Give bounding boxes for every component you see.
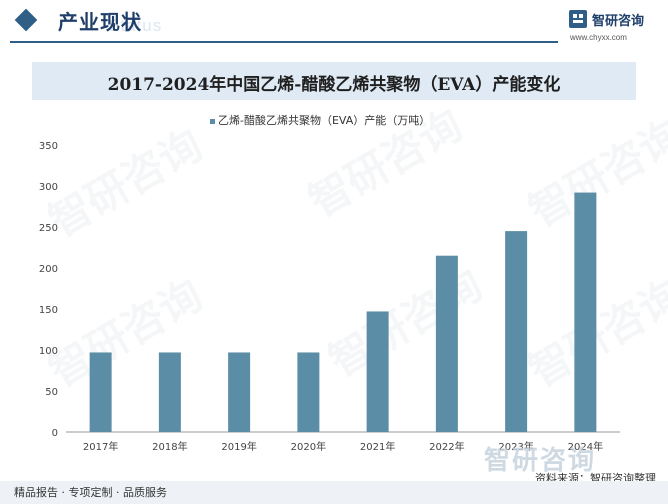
- x-tick-label: 2021年: [360, 440, 395, 453]
- x-tick-label: 2019年: [221, 440, 256, 453]
- x-tick-label: 2024年: [568, 440, 603, 453]
- y-tick-label: 100: [39, 346, 58, 357]
- y-tick-label: 250: [39, 223, 58, 234]
- footer-bar: [0, 481, 668, 504]
- legend-label: 乙烯-醋酸乙烯共聚物（EVA）产能（万吨）: [218, 114, 431, 127]
- logo-text: 智研咨询: [592, 14, 645, 29]
- y-tick-label: 300: [39, 182, 58, 193]
- x-tick-label: 2022年: [429, 440, 464, 453]
- x-tick-label: 2017年: [83, 440, 118, 453]
- page-header: Status 产业现状: [0, 0, 668, 44]
- y-tick-label: 350: [39, 141, 58, 152]
- logo-url[interactable]: www.chyxx.com: [570, 33, 627, 42]
- bar: [505, 231, 528, 432]
- x-tick-label: 2023年: [498, 440, 533, 453]
- footer-watermark: 智研咨询: [484, 446, 597, 476]
- bar: [366, 311, 389, 432]
- chart-legend: 乙烯-醋酸乙烯共聚物（EVA）产能（万吨）: [210, 112, 430, 128]
- bar: [435, 255, 458, 432]
- x-tick-label: 2020年: [291, 440, 326, 453]
- bar: [158, 352, 181, 432]
- logo-icon: [569, 10, 587, 28]
- bar: [574, 192, 597, 432]
- header-divider: [10, 41, 558, 43]
- bar: [228, 352, 251, 432]
- bar: [89, 352, 112, 432]
- bar: [297, 352, 320, 432]
- chart-title-band: 2017-2024年中国乙烯-醋酸乙烯共聚物（EVA）产能变化: [32, 62, 636, 100]
- x-tick-label: 2018年: [152, 440, 187, 453]
- chart-title: 2017-2024年中国乙烯-醋酸乙烯共聚物（EVA）产能变化: [107, 75, 561, 95]
- legend-swatch: [210, 118, 215, 124]
- footer-tagline: 精品报告 · 专项定制 · 品质服务: [14, 486, 167, 499]
- y-tick-label: 150: [39, 305, 58, 316]
- y-tick-label: 50: [45, 387, 58, 398]
- brand-logo[interactable]: 智研咨询: [568, 9, 660, 29]
- header-ghost-text: Status: [108, 16, 163, 35]
- y-tick-label: 200: [39, 264, 58, 275]
- section-title: 产业现状: [58, 10, 142, 34]
- y-tick-label: 0: [52, 428, 58, 439]
